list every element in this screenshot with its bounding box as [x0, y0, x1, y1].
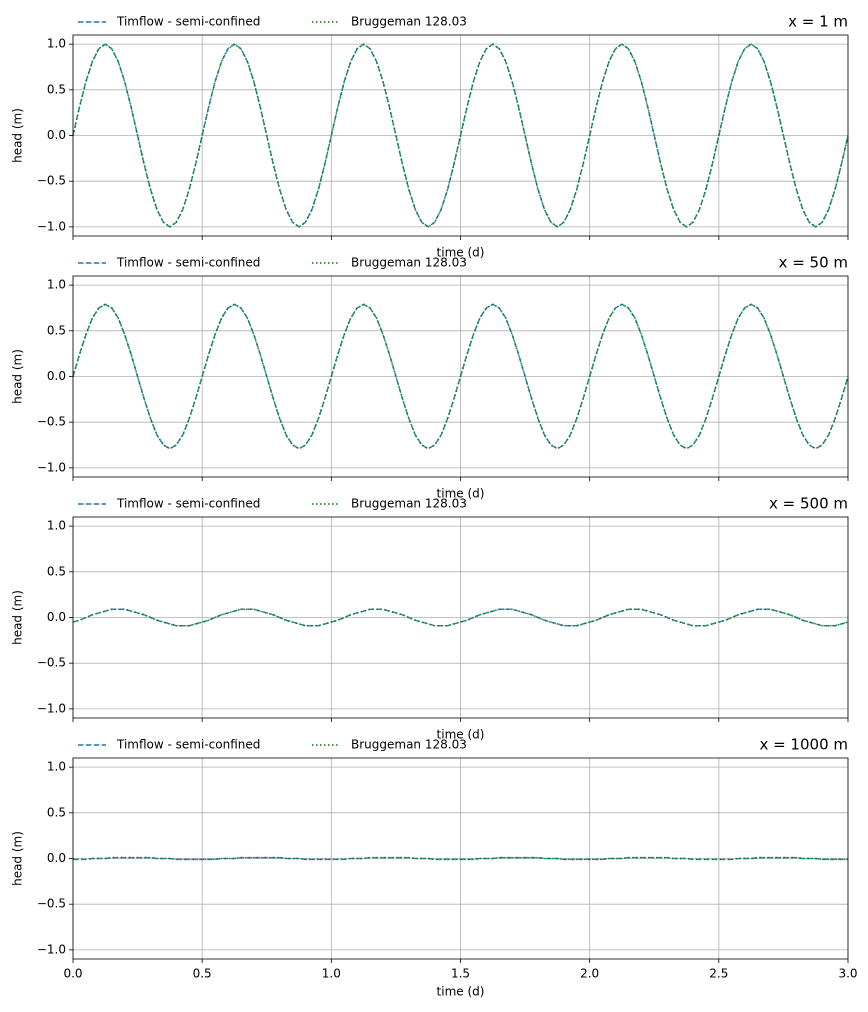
x-tick-label: 3.0: [838, 967, 857, 981]
legend-label: Bruggeman 128.03: [351, 497, 467, 511]
y-tick-label: −1.0: [37, 460, 66, 474]
y-axis-label: head (m): [11, 349, 25, 404]
y-tick-label: 1.0: [47, 278, 66, 292]
legend-label: Bruggeman 128.03: [351, 738, 467, 752]
x-axis-label: time (d): [437, 985, 485, 999]
legend-label: Timflow - semi-confined: [116, 497, 260, 511]
y-tick-label: −0.5: [37, 897, 66, 911]
y-axis-label: head (m): [11, 831, 25, 886]
legend-label: Bruggeman 128.03: [351, 256, 467, 270]
x-tick-label: 1.0: [322, 967, 341, 981]
legend-label: Timflow - semi-confined: [116, 256, 260, 270]
x-axis-label: time (d): [437, 728, 485, 742]
x-axis-label: time (d): [437, 487, 485, 501]
y-tick-label: −0.5: [37, 656, 66, 670]
y-tick-label: 0.0: [47, 369, 66, 383]
y-tick-label: 0.0: [47, 128, 66, 142]
legend-label: Bruggeman 128.03: [351, 15, 467, 29]
y-tick-label: 0.5: [47, 805, 66, 819]
x-tick-label: 0.0: [63, 967, 82, 981]
y-tick-label: 0.5: [47, 82, 66, 96]
legend-label: Timflow - semi-confined: [116, 15, 260, 29]
series-line: [72, 303, 849, 450]
series-line: [73, 856, 848, 861]
x-axis-label: time (d): [437, 246, 485, 260]
y-axis-label: head (m): [11, 590, 25, 645]
y-tick-label: −0.5: [37, 415, 66, 429]
y-tick-label: 0.5: [47, 323, 66, 337]
legend-label: Timflow - semi-confined: [116, 738, 260, 752]
x-tick-label: 2.5: [709, 967, 728, 981]
x-tick-label: 1.5: [451, 967, 470, 981]
x-tick-label: 2.0: [580, 967, 599, 981]
y-tick-label: 1.0: [47, 37, 66, 51]
series-line: [72, 43, 849, 228]
y-tick-label: 0.0: [47, 610, 66, 624]
x-tick-label: 0.5: [193, 967, 212, 981]
y-axis-label: head (m): [11, 108, 25, 163]
subplot-title: x = 50 m: [779, 254, 848, 272]
subplot-title: x = 500 m: [769, 495, 848, 513]
y-tick-label: −1.0: [37, 701, 66, 715]
y-tick-label: 0.5: [47, 564, 66, 578]
subplot-title: x = 1000 m: [759, 736, 848, 754]
y-tick-label: −1.0: [37, 219, 66, 233]
y-tick-label: −1.0: [37, 942, 66, 956]
y-tick-label: 0.0: [47, 851, 66, 865]
y-tick-label: 1.0: [47, 519, 66, 533]
subplot-title: x = 1 m: [788, 13, 848, 31]
y-tick-label: 1.0: [47, 760, 66, 774]
y-tick-label: −0.5: [37, 174, 66, 188]
series-line: [72, 608, 849, 627]
